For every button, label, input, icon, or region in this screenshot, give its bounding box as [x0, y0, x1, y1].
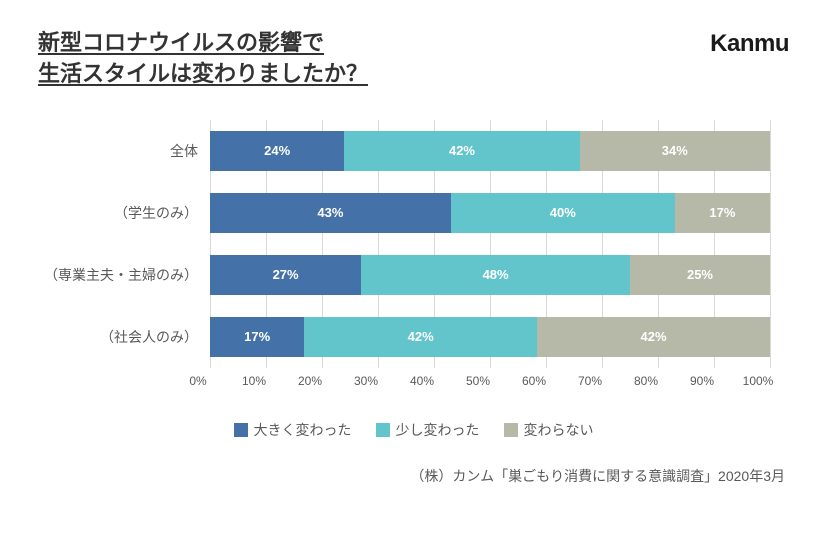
bar-segment: 17% [210, 317, 304, 357]
category-label: （学生のみ） [38, 203, 210, 223]
axis-spacer [38, 368, 198, 392]
x-tick-label: 70% [578, 374, 602, 388]
survey-stacked-bar-chart: 全体24%42%34%（学生のみ）43%40%17%（専業主夫・主婦のみ）27%… [38, 120, 789, 440]
stacked-bar: 27%48%25% [210, 255, 770, 295]
category-label: 全体 [38, 141, 210, 161]
chart-legend: 大きく変わった 少し変わった 変わらない [38, 420, 789, 440]
legend-swatch [234, 423, 248, 437]
chart-row: （学生のみ）43%40%17% [38, 182, 789, 244]
legend-swatch [504, 423, 518, 437]
bar-segment: 40% [451, 193, 675, 233]
x-tick-label: 90% [690, 374, 714, 388]
x-tick-label: 20% [298, 374, 322, 388]
title-line-1: 新型コロナウイルスの影響で [38, 30, 324, 55]
x-tick-label: 50% [466, 374, 490, 388]
page: 新型コロナウイルスの影響で 生活スタイルは変わりましたか？ Kanmu 全体24… [0, 0, 827, 546]
legend-item: 変わらない [504, 420, 594, 440]
chart-plot-cell: 17%42%42% [210, 306, 770, 368]
title-line-2: 生活スタイルは変わりましたか？ [38, 61, 368, 86]
legend-label: 大きく変わった [254, 420, 352, 440]
chart-plot-cell: 27%48%25% [210, 244, 770, 306]
legend-label: 少し変わった [396, 420, 480, 440]
bar-segment: 34% [580, 131, 770, 171]
chart-row: （社会人のみ）17%42%42% [38, 306, 789, 368]
x-tick-label: 0% [189, 374, 206, 388]
gridline [770, 244, 771, 306]
legend-item: 大きく変わった [234, 420, 352, 440]
bar-segment: 48% [361, 255, 630, 295]
bar-segment: 42% [344, 131, 579, 171]
x-tick-label: 30% [354, 374, 378, 388]
chart-row: 全体24%42%34% [38, 120, 789, 182]
stacked-bar: 24%42%34% [210, 131, 770, 171]
x-axis: 0% 10% 20% 30% 40% 50% 60% 70% 80% 90% 100% [38, 368, 789, 392]
header-row: 新型コロナウイルスの影響で 生活スタイルは変わりましたか？ Kanmu [38, 28, 789, 90]
bar-segment: 43% [210, 193, 451, 233]
legend-item: 少し変わった [376, 420, 480, 440]
legend-swatch [376, 423, 390, 437]
gridline [770, 120, 771, 182]
legend-label: 変わらない [524, 420, 594, 440]
bar-segment: 42% [304, 317, 537, 357]
bar-segment: 27% [210, 255, 361, 295]
category-label: （社会人のみ） [38, 327, 210, 347]
chart-plot-cell: 24%42%34% [210, 120, 770, 182]
category-label: （専業主夫・主婦のみ） [38, 265, 210, 285]
gridline [770, 182, 771, 244]
source-footnote: （株）カンム「巣ごもり消費に関する意識調査」2020年3月 [38, 466, 789, 486]
bar-segment: 17% [675, 193, 770, 233]
stacked-bar: 43%40%17% [210, 193, 770, 233]
bar-segment: 42% [537, 317, 770, 357]
gridline [770, 306, 771, 368]
x-tick-label: 60% [522, 374, 546, 388]
bar-segment: 25% [630, 255, 770, 295]
x-axis-plot: 0%10%20%30%40%50%60%70%80%90%100% [198, 368, 758, 392]
chart-plot-cell: 43%40%17% [210, 182, 770, 244]
stacked-bar: 17%42%42% [210, 317, 770, 357]
x-tick-label: 80% [634, 374, 658, 388]
brand-logo: Kanmu [710, 28, 789, 58]
page-title: 新型コロナウイルスの影響で 生活スタイルは変わりましたか？ [38, 28, 368, 90]
chart-row: （専業主夫・主婦のみ）27%48%25% [38, 244, 789, 306]
x-tick-label: 40% [410, 374, 434, 388]
x-tick-label: 100% [743, 374, 774, 388]
bar-segment: 24% [210, 131, 344, 171]
x-tick-label: 10% [242, 374, 266, 388]
